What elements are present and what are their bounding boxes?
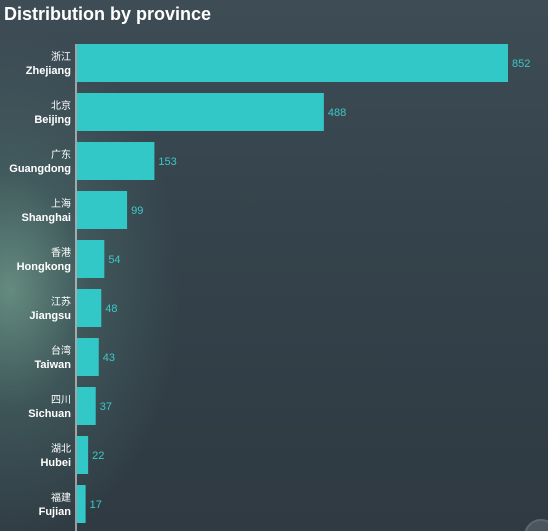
labels-group: 852 浙江 Zhejiang 488 北京 Beijing 153 广东 Guangdong 9… (9, 51, 530, 518)
bar-hubei (77, 436, 89, 474)
category-label-en-fujian: Fujian (39, 506, 72, 518)
value-label-jiangsu: 48 (105, 303, 117, 315)
bar-zhejiang (77, 44, 508, 82)
value-label-sichuan: 37 (100, 401, 112, 413)
category-label-en-jiangsu: Jiangsu (29, 310, 71, 322)
value-label-beijing: 488 (328, 107, 346, 119)
value-label-guangdong: 153 (158, 156, 176, 168)
corner-control-icon[interactable] (518, 519, 548, 531)
category-label-en-zhejiang: Zhejiang (26, 65, 71, 77)
category-label-en-sichuan: Sichuan (28, 408, 71, 420)
bar-sichuan (77, 387, 96, 425)
category-label-zh-sichuan: 四川 (51, 395, 71, 406)
bar-hongkong (77, 240, 105, 278)
bar-shanghai (77, 191, 128, 229)
bar-guangdong (77, 142, 155, 180)
bars-group (77, 44, 508, 523)
category-label-zh-fujian: 福建 (51, 491, 71, 504)
category-label-zh-beijing: 北京 (51, 99, 71, 112)
value-label-hubei: 22 (92, 450, 104, 462)
value-label-zhejiang: 852 (512, 58, 530, 70)
category-label-zh-taiwan: 台湾 (51, 344, 71, 357)
bar-beijing (77, 93, 324, 131)
category-label-en-guangdong: Guangdong (9, 163, 71, 175)
value-label-fujian: 17 (90, 499, 102, 511)
value-label-shanghai: 99 (131, 205, 143, 217)
chart-title: Distribution by province (4, 4, 212, 24)
bar-taiwan (77, 338, 99, 376)
category-label-en-hongkong: Hongkong (17, 261, 71, 273)
value-label-hongkong: 54 (108, 254, 120, 266)
category-label-zh-jiangsu: 江苏 (51, 295, 71, 308)
category-label-zh-guangdong: 广东 (51, 148, 71, 161)
category-label-zh-hongkong: 香港 (51, 247, 71, 259)
bar-jiangsu (77, 289, 102, 327)
category-label-en-hubei: Hubei (40, 457, 71, 469)
category-label-zh-shanghai: 上海 (51, 197, 71, 210)
value-label-taiwan: 43 (103, 352, 115, 364)
category-label-zh-zhejiang: 浙江 (51, 51, 71, 63)
category-label-zh-hubei: 湖北 (51, 443, 71, 455)
category-label-en-shanghai: Shanghai (21, 212, 71, 224)
bar-fujian (77, 485, 86, 523)
category-label-en-beijing: Beijing (34, 114, 71, 126)
category-label-en-taiwan: Taiwan (35, 359, 72, 371)
